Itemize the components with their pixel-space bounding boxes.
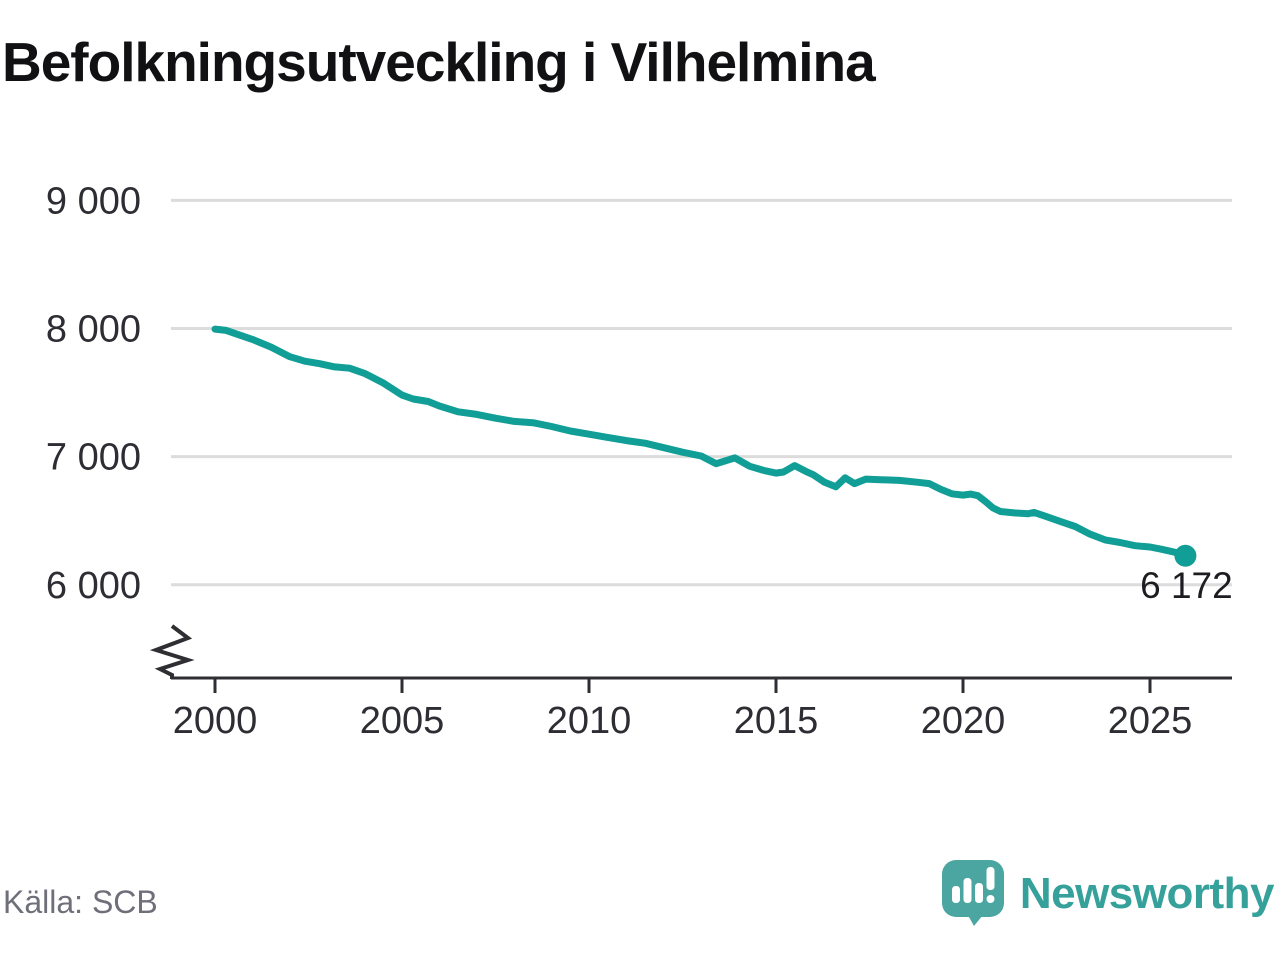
population-line	[211, 325, 1191, 567]
y-tick-label: 7 000	[46, 437, 141, 479]
x-tick-label: 2010	[547, 700, 632, 742]
source-label: Källa: SCB	[3, 884, 158, 920]
y-tick-label: 8 000	[46, 309, 141, 351]
end-point-marker	[1174, 544, 1197, 567]
x-tick-label: 2020	[921, 700, 1006, 742]
y-tick-label: 9 000	[46, 180, 141, 222]
newsworthy-logo-icon	[941, 860, 1004, 926]
end-value-label: 6 172	[1140, 565, 1233, 606]
x-tick-label: 2005	[360, 700, 445, 742]
x-tick-label: 2000	[173, 700, 258, 742]
x-tick-label: 2025	[1108, 700, 1193, 742]
chart-title: Befolkningsutveckling i Vilhelmina	[2, 31, 876, 93]
y-tick-label: 6 000	[46, 565, 141, 607]
axis-break-icon	[149, 624, 195, 679]
x-tick-label: 2015	[734, 700, 819, 742]
newsworthy-logo: Newsworthy	[941, 854, 1275, 934]
newsworthy-logo-text: Newsworthy	[1019, 869, 1275, 918]
